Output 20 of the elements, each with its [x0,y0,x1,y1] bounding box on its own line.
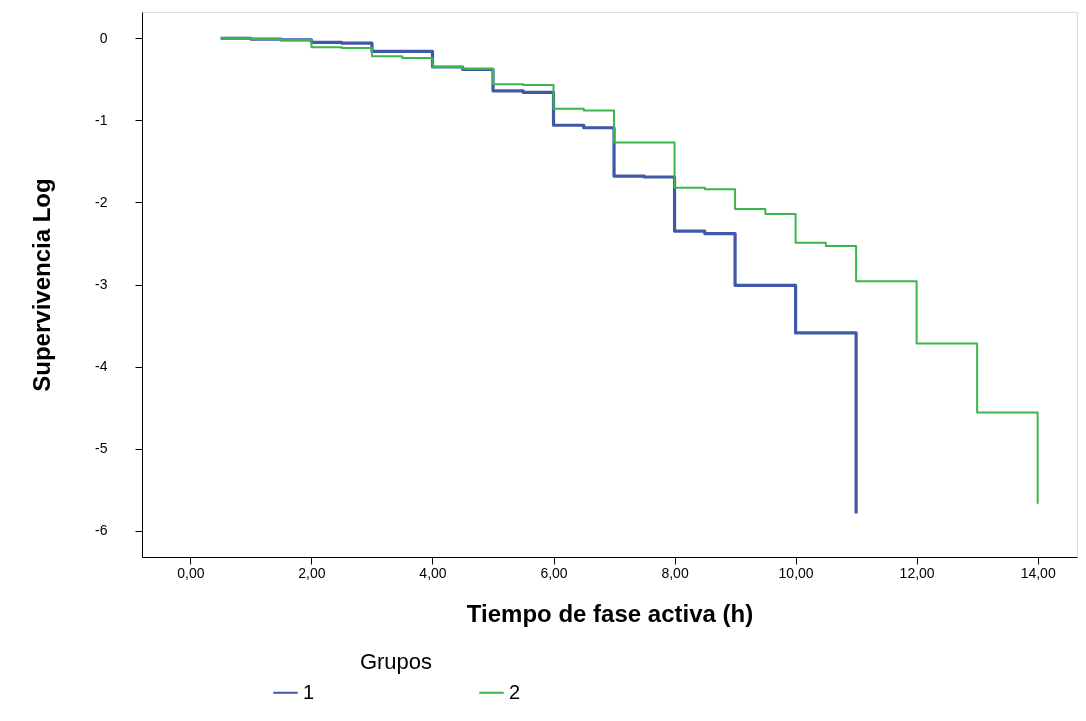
legend-label: 2 [509,680,521,703]
y-tick-label: -4 [95,358,108,375]
y-tick-label: -6 [95,522,108,539]
x-tick-label: 2,00 [298,564,326,581]
y-tick-label: -3 [95,276,108,292]
y-tick-label: -1 [95,111,108,128]
x-tick-label: 8,00 [661,564,689,581]
x-tick-label: 6,00 [540,564,568,581]
x-tick-label: 4,00 [419,564,447,581]
y-tick-label: 0 [99,29,108,46]
y-tick-label: -2 [95,193,108,210]
legend-label: 1 [303,680,315,703]
y-tick-label: -5 [95,440,108,457]
x-tick-label: 12,00 [899,564,935,581]
x-tick-label: 0,00 [177,564,205,581]
x-tick-label: 14,00 [1020,564,1056,581]
y-axis-title: Supervivencia Log [28,178,56,392]
legend-title: Grupos [359,649,433,674]
x-axis-title: Tiempo de fase activa (h) [466,599,754,627]
x-tick-label: 10,00 [778,564,814,581]
